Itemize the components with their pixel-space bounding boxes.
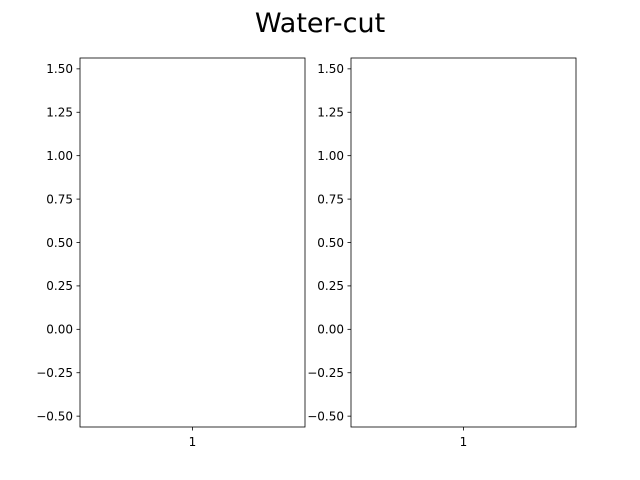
subplot-2-xtick-label: 1 bbox=[460, 435, 468, 449]
subplot-2-ytick-label: 0.50 bbox=[317, 236, 344, 250]
subplot-2-ytick-label: −0.50 bbox=[307, 409, 344, 423]
subplot-2: −0.50 −0.25 0.00 0.25 0.50 0.75 1.00 1.25 1.50 1 bbox=[307, 57, 577, 449]
subplot-1-ytick-label: 0.00 bbox=[46, 323, 73, 337]
subplot-2-ytick-label: 0.00 bbox=[317, 323, 344, 337]
subplot-1-ytick-label: 0.50 bbox=[46, 236, 73, 250]
subplot-1-frame bbox=[79, 57, 306, 428]
subplot-1-ytick-label: 1.50 bbox=[46, 62, 73, 76]
figure-title: Water-cut bbox=[255, 8, 385, 39]
subplot-2-ytick-label: 1.50 bbox=[317, 62, 344, 76]
axes-layer: −0.50−0.250.000.250.500.751.001.251.501−… bbox=[36, 57, 577, 449]
subplot-1-ytick-label: 0.25 bbox=[46, 279, 73, 293]
subplot-1-ytick-label: 1.00 bbox=[46, 149, 73, 163]
subplot-1-ytick-label: 0.75 bbox=[46, 192, 73, 206]
subplot-1: −0.50 −0.25 0.00 0.25 0.50 0.75 1.00 1.25 1.50 1 bbox=[36, 57, 306, 449]
subplot-2-ytick-label: 0.25 bbox=[317, 279, 344, 293]
subplot-2-ytick-label: 0.75 bbox=[317, 192, 344, 206]
subplot-2-ytick-label: −0.25 bbox=[307, 366, 344, 380]
subplot-2-frame bbox=[350, 57, 577, 428]
subplot-1-ytick-label: −0.25 bbox=[36, 366, 73, 380]
subplot-2-ytick-label: 1.25 bbox=[317, 106, 344, 120]
subplot-1-xtick-label: 1 bbox=[189, 435, 197, 449]
subplot-1-ytick-label: 1.25 bbox=[46, 106, 73, 120]
subplot-2-ytick-label: 1.00 bbox=[317, 149, 344, 163]
subplot-1-ytick-label: −0.50 bbox=[36, 409, 73, 423]
